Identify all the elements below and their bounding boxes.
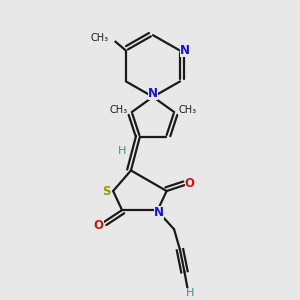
- Text: H: H: [186, 288, 195, 298]
- Text: N: N: [148, 86, 158, 100]
- Text: S: S: [102, 184, 111, 197]
- Text: H: H: [118, 146, 126, 156]
- Text: CH₃: CH₃: [178, 105, 196, 115]
- Text: O: O: [94, 219, 104, 232]
- Text: CH₃: CH₃: [91, 33, 109, 43]
- Text: N: N: [180, 44, 190, 57]
- Text: CH₃: CH₃: [109, 105, 128, 115]
- Text: N: N: [154, 206, 164, 219]
- Text: O: O: [185, 177, 195, 190]
